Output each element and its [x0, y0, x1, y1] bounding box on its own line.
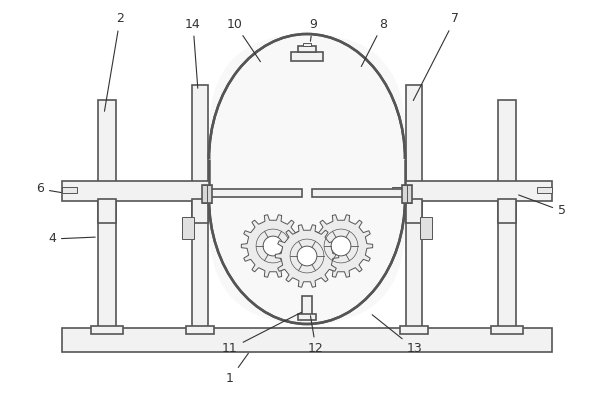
Text: 8: 8: [361, 18, 387, 67]
Text: 13: 13: [372, 315, 423, 356]
Bar: [186, 326, 214, 334]
Bar: [182, 217, 194, 239]
Bar: [406, 199, 422, 223]
Bar: [91, 326, 123, 334]
Polygon shape: [275, 225, 339, 287]
Bar: [406, 85, 422, 328]
Text: 7: 7: [413, 12, 459, 101]
Bar: [62, 328, 552, 352]
Text: 10: 10: [227, 18, 260, 62]
Text: 5: 5: [519, 195, 566, 217]
Circle shape: [297, 246, 317, 266]
Bar: [208, 189, 302, 197]
Text: 9: 9: [309, 18, 317, 41]
Bar: [298, 46, 316, 52]
Text: 4: 4: [48, 233, 95, 245]
Bar: [98, 100, 116, 328]
Bar: [491, 326, 523, 334]
Bar: [402, 185, 412, 203]
Text: 2: 2: [104, 12, 124, 111]
Bar: [202, 185, 212, 203]
Bar: [62, 181, 222, 201]
Bar: [303, 43, 311, 46]
Bar: [192, 85, 208, 328]
Polygon shape: [309, 215, 373, 277]
Circle shape: [331, 236, 351, 256]
Bar: [400, 326, 428, 334]
Bar: [498, 199, 516, 223]
Bar: [62, 187, 77, 193]
Bar: [420, 217, 432, 239]
Bar: [537, 187, 552, 193]
Text: 12: 12: [308, 316, 324, 356]
Text: 1: 1: [226, 353, 249, 385]
Bar: [312, 189, 406, 197]
FancyBboxPatch shape: [209, 34, 405, 324]
Polygon shape: [241, 215, 305, 277]
Bar: [192, 199, 208, 223]
Bar: [98, 199, 116, 223]
Text: 14: 14: [185, 18, 201, 88]
Bar: [498, 100, 516, 328]
Bar: [298, 314, 316, 320]
Text: 11: 11: [222, 312, 301, 356]
Bar: [302, 296, 312, 316]
Text: 6: 6: [36, 182, 61, 196]
Bar: [291, 52, 323, 61]
Bar: [392, 181, 552, 201]
Bar: [392, 187, 407, 193]
Circle shape: [263, 236, 283, 256]
